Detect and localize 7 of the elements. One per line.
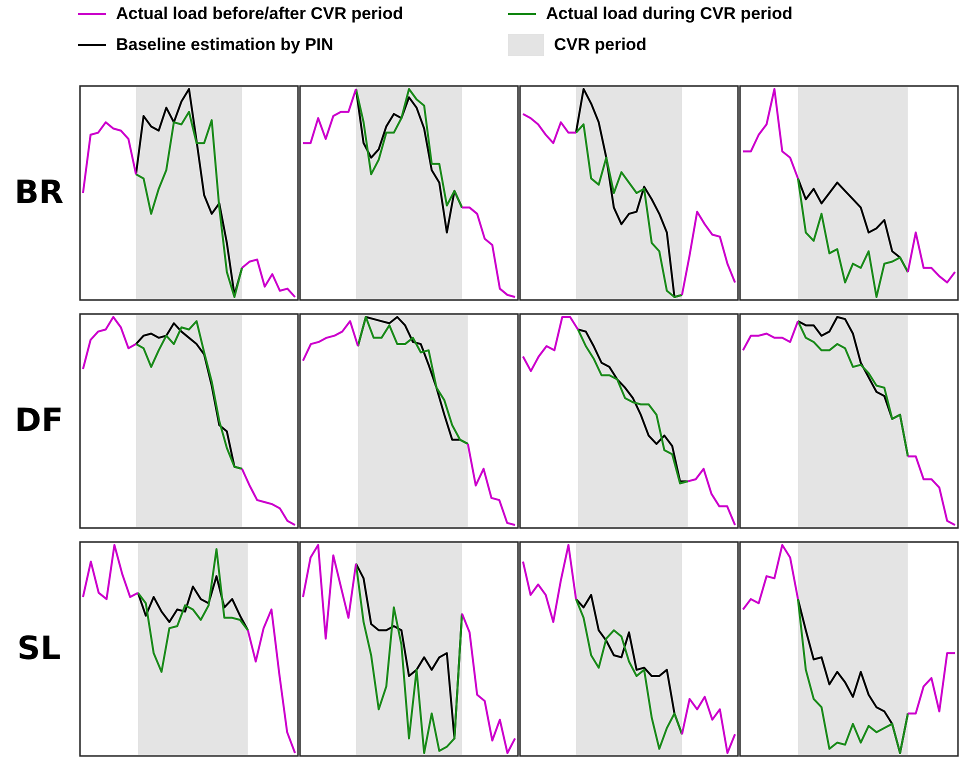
text: CVR period [554,35,647,55]
legend-label: Actual load during CVR period [546,4,793,24]
legend-label: Baseline estimation by PIN [116,35,334,55]
y-axis-title: DF [14,401,64,439]
y-axis-title: BR [13,173,65,211]
legend-label: Actual load before/after CVR period [116,4,404,24]
y-axis-title: SL [16,629,62,667]
